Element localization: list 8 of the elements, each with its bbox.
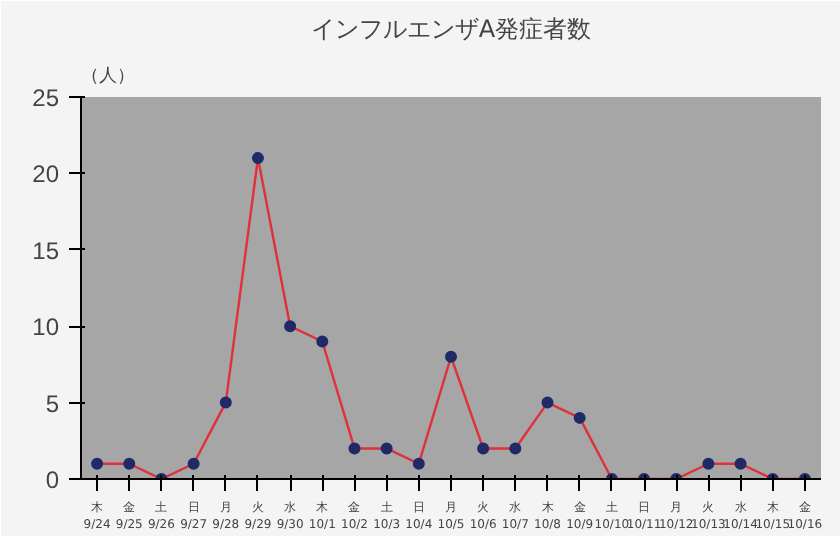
y-axis-title: （人） [81,65,135,87]
y-tick-label: 0 [45,466,60,494]
y-tick-label: 25 [32,84,60,112]
y-tick-label: 20 [32,160,60,189]
y-tick-label: 5 [45,389,60,418]
y-tick-label: 10 [32,313,60,342]
y-tick-label: 15 [32,236,60,265]
chart-title: インフルエンザA発症者数 [310,15,592,43]
